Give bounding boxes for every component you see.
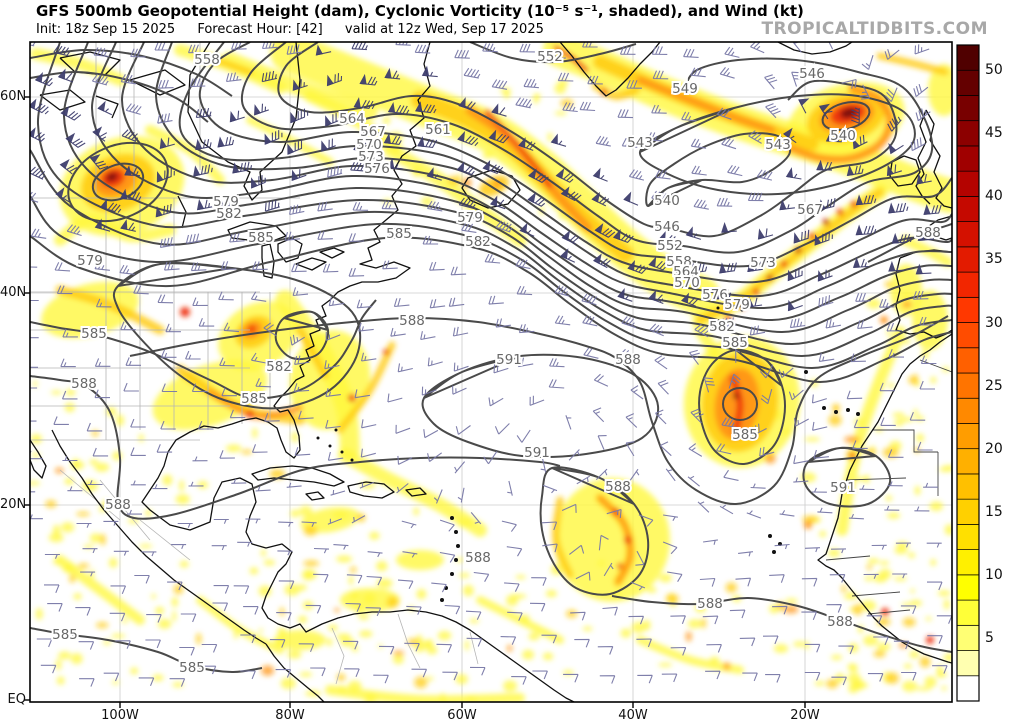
colorbar-tick-10: 10	[985, 566, 1003, 583]
contour-label: 576	[364, 161, 390, 177]
contour-label: 588	[615, 352, 641, 368]
colorbar-tick-5: 5	[985, 629, 994, 646]
contour-label: 582	[216, 206, 242, 222]
lat-label-60N: 60N	[0, 89, 27, 104]
contour-label: 585	[241, 391, 267, 407]
forecast-hour: Forecast Hour: [42]	[197, 22, 323, 37]
contour-label: 567	[360, 124, 386, 140]
contour-label: 588	[915, 225, 941, 241]
contour-label: 591	[524, 445, 550, 461]
contour-label: 582	[465, 234, 491, 250]
contour-label: 549	[672, 81, 698, 97]
contour-label: 588	[697, 596, 723, 612]
contour-label: 582	[709, 319, 735, 335]
contour-label: 552	[537, 49, 563, 65]
contour-label: 567	[797, 202, 823, 218]
chart-title: GFS 500mb Geopotential Height (dam), Cyc…	[36, 2, 804, 20]
contour-label: 573	[358, 149, 384, 165]
contour-label: 543	[627, 135, 653, 151]
lon-label-20W: 20W	[790, 708, 820, 723]
lat-label-EQ: EQ	[7, 692, 26, 707]
contour-label: 585	[179, 660, 205, 676]
contour-label: 540	[654, 193, 680, 209]
contour-label: 588	[71, 376, 97, 392]
contour-label: 579	[724, 297, 750, 313]
contour-label: 564	[673, 264, 699, 280]
contour-label: 570	[674, 275, 700, 291]
contour-label: 579	[77, 253, 103, 269]
contour-label: 546	[654, 219, 680, 235]
contour-label: 582	[266, 359, 292, 375]
contour-label: 558	[666, 254, 692, 270]
contour-label: 561	[425, 122, 451, 138]
lon-label-80W: 80W	[275, 708, 305, 723]
contour-label: 585	[386, 226, 412, 242]
contour-label: 591	[496, 352, 522, 368]
contour-label: 579	[213, 194, 239, 210]
contour-label: 591	[830, 480, 856, 496]
contour-label: 585	[722, 335, 748, 351]
colorbar-tick-50: 50	[985, 62, 1003, 79]
lon-label-100W: 100W	[101, 708, 139, 723]
colorbar-tick-45: 45	[985, 125, 1003, 142]
contour-label: 588	[399, 313, 425, 329]
colorbar-tick-35: 35	[985, 251, 1003, 268]
contour-label: 579	[457, 210, 483, 226]
contour-label: 585	[52, 627, 78, 643]
contour-label: 588	[465, 550, 491, 566]
init-time: Init: 18z Sep 15 2025	[36, 22, 176, 37]
lat-label-20N: 20N	[0, 497, 27, 512]
lat-label-40N: 40N	[0, 285, 27, 300]
watermark: TROPICALTIDBITS.COM	[761, 19, 988, 39]
lon-label-40W: 40W	[618, 708, 648, 723]
colorbar	[956, 44, 980, 702]
colorbar-tick-40: 40	[985, 188, 1003, 205]
contour-label: 546	[799, 66, 825, 82]
colorbar-tick-20: 20	[985, 440, 1003, 457]
contour-label: 540	[830, 128, 856, 144]
contour-label: 573	[750, 255, 776, 271]
contour-label: 543	[765, 137, 791, 153]
contour-label: 570	[356, 137, 382, 153]
contour-label: 588	[105, 497, 131, 513]
contour-label: 585	[248, 230, 274, 246]
contour-label: 552	[657, 238, 683, 254]
contour-label: 585	[732, 427, 758, 443]
contour-label: 588	[605, 479, 631, 495]
colorbar-tick-25: 25	[985, 377, 1003, 394]
valid-time: valid at 12z Wed, Sep 17 2025	[344, 22, 544, 37]
colorbar-tick-15: 15	[985, 503, 1003, 520]
contour-label: 558	[194, 52, 220, 68]
contour-label: 576	[702, 287, 728, 303]
colorbar-tick-30: 30	[985, 314, 1003, 331]
contour-label: 564	[339, 111, 365, 127]
contour-label: 585	[81, 326, 107, 342]
contour-label: 588	[827, 614, 853, 630]
lon-label-60W: 60W	[447, 708, 477, 723]
chart-subtitle: Init: 18z Sep 15 2025 Forecast Hour: [42…	[36, 22, 562, 37]
